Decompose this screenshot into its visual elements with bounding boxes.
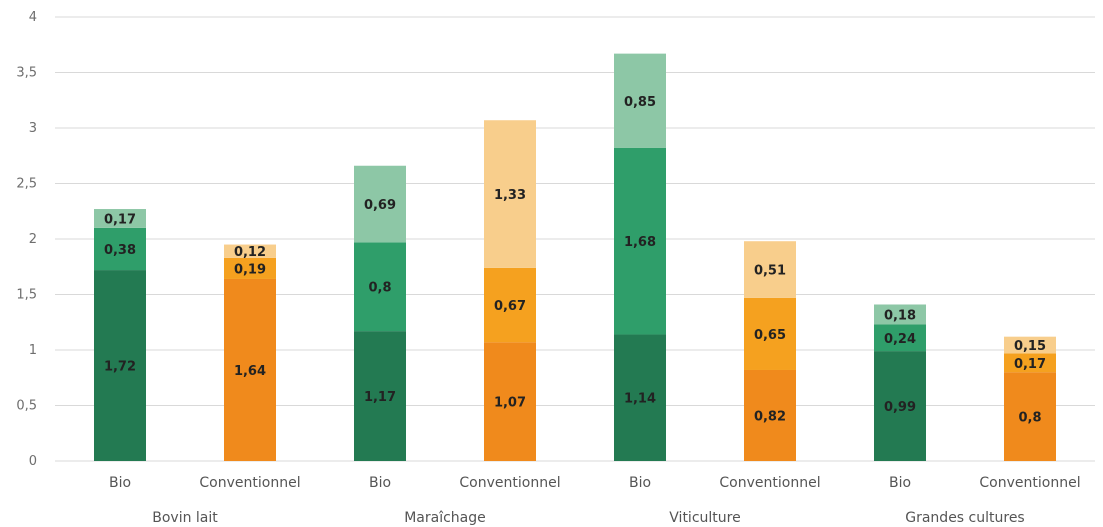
value-label: 0,17 bbox=[1014, 357, 1046, 372]
x-category-label: Conventionnel bbox=[459, 475, 560, 491]
bar-segment-conv-1 bbox=[1004, 353, 1056, 373]
value-label: 0,15 bbox=[1014, 339, 1046, 354]
x-axis-categories: Bio Conventionnel Bio Conventionnel Bio Conve… bbox=[109, 475, 1081, 491]
x-group-label: Viticulture bbox=[669, 510, 740, 526]
value-label: 0,8 bbox=[1018, 411, 1041, 426]
value-label: 1,14 bbox=[624, 392, 656, 407]
y-tick-label: 3 bbox=[29, 121, 37, 136]
bar-segment-bio-2 bbox=[354, 165, 406, 243]
gridlines bbox=[55, 16, 1095, 462]
y-tick-label: 2,5 bbox=[16, 177, 37, 192]
value-label: 0,19 bbox=[234, 262, 266, 277]
x-category-label: Bio bbox=[889, 475, 911, 491]
y-tick-label: 4 bbox=[29, 10, 37, 25]
x-category-label: Bio bbox=[369, 475, 391, 491]
bar-segment-bio-2 bbox=[614, 53, 666, 148]
x-axis-groups: Bovin lait Maraîchage Viticulture Grandes c… bbox=[152, 510, 1025, 526]
value-label: 0,82 bbox=[754, 409, 786, 424]
y-tick-label: 3,5 bbox=[16, 66, 37, 81]
value-label: 0,85 bbox=[624, 95, 656, 110]
bar-segment-bio-0 bbox=[94, 270, 146, 461]
bar-segment-bio-0 bbox=[874, 351, 926, 461]
value-label: 0,8 bbox=[368, 281, 391, 296]
value-label: 0,17 bbox=[104, 212, 136, 227]
value-label: 1,07 bbox=[494, 396, 526, 411]
bar-segment-conv-2 bbox=[224, 244, 276, 258]
value-label: 0,99 bbox=[884, 400, 916, 415]
bar-segment-conv-0 bbox=[744, 369, 796, 461]
y-tick-label: 1,5 bbox=[16, 288, 37, 303]
x-category-label: Conventionnel bbox=[719, 475, 820, 491]
x-group-label: Grandes cultures bbox=[905, 510, 1024, 526]
bar-segment-conv-0 bbox=[484, 342, 536, 461]
value-label: 0,18 bbox=[884, 308, 916, 323]
bar-segment-conv-0 bbox=[224, 278, 276, 461]
bar-segment-conv-1 bbox=[744, 297, 796, 370]
bar-segment-conv-2 bbox=[484, 120, 536, 268]
bar-segment-bio-1 bbox=[874, 324, 926, 352]
bar-segment-bio-1 bbox=[94, 227, 146, 271]
bar-segment-conv-1 bbox=[484, 267, 536, 343]
bar-segment-bio-0 bbox=[614, 334, 666, 461]
bar-segment-bio-1 bbox=[614, 147, 666, 335]
x-group-label: Bovin lait bbox=[152, 510, 218, 526]
bar-segment-bio-2 bbox=[94, 209, 146, 228]
bar-segment-conv-0 bbox=[1004, 372, 1056, 461]
x-category-label: Conventionnel bbox=[199, 475, 300, 491]
bar-segment-bio-2 bbox=[874, 304, 926, 325]
value-label: 0,38 bbox=[104, 243, 136, 258]
value-label: 0,69 bbox=[364, 198, 396, 213]
y-tick-label: 0,5 bbox=[16, 399, 37, 414]
value-label: 0,12 bbox=[234, 245, 266, 260]
value-label: 1,17 bbox=[364, 390, 396, 405]
value-label: 0,51 bbox=[754, 264, 786, 279]
y-axis-ticks: 0 0,5 1 1,5 2 2,5 3 3,5 4 bbox=[16, 10, 37, 469]
x-category-label: Conventionnel bbox=[979, 475, 1080, 491]
value-label: 1,68 bbox=[624, 235, 656, 250]
bar-segment-bio-0 bbox=[354, 331, 406, 461]
value-label: 0,67 bbox=[494, 299, 526, 314]
x-category-label: Bio bbox=[629, 475, 651, 491]
bars bbox=[94, 53, 1056, 461]
value-labels: 1,72 0,38 0,17 1,64 0,19 0,12 1,17 0,8 0,69 1,07 0… bbox=[104, 95, 1046, 426]
x-category-label: Bio bbox=[109, 475, 131, 491]
value-label: 1,72 bbox=[104, 360, 136, 375]
value-label: 0,65 bbox=[754, 328, 786, 343]
bar-segment-conv-2 bbox=[744, 241, 796, 298]
y-tick-label: 0 bbox=[29, 454, 37, 469]
bar-segment-conv-2 bbox=[1004, 336, 1056, 354]
bar-segment-conv-1 bbox=[224, 257, 276, 279]
x-group-label: Maraîchage bbox=[404, 510, 486, 526]
y-tick-label: 1 bbox=[29, 343, 37, 358]
value-label: 1,64 bbox=[234, 364, 266, 379]
value-label: 1,33 bbox=[494, 188, 526, 203]
y-tick-label: 2 bbox=[29, 232, 37, 247]
value-label: 0,24 bbox=[884, 332, 916, 347]
bar-segment-bio-1 bbox=[354, 242, 406, 332]
